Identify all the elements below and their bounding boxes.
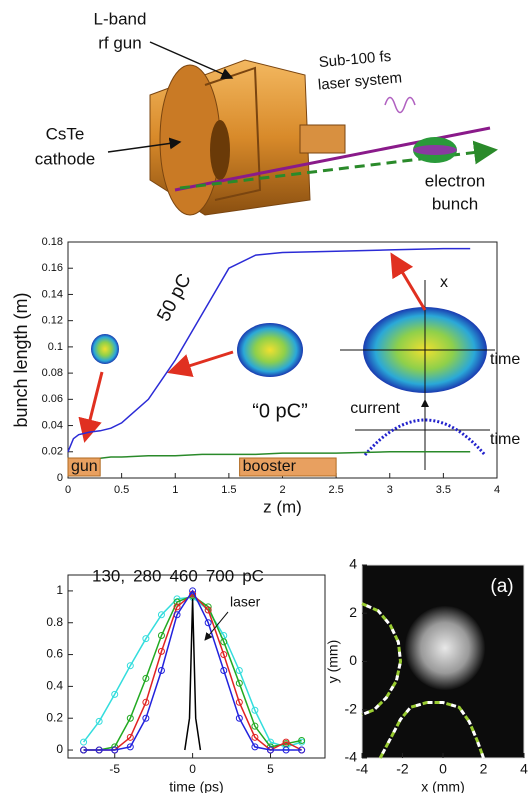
figure: L-band rf gun Sub-100 fs laser system Cs… [0, 0, 530, 793]
laser-label: laser system [317, 69, 402, 93]
bunch-label: electron [425, 171, 485, 190]
legend-entry: 280 [133, 566, 161, 585]
y-tick-label: 0.04 [42, 419, 63, 431]
y-tick-label: 0.8 [46, 615, 63, 629]
annotation: current [350, 400, 400, 417]
y-tick-label: 0.4 [46, 679, 63, 693]
x-tick-label: 0 [189, 762, 196, 776]
annotation: laser [230, 594, 261, 610]
y-tick-label: 0 [56, 742, 63, 756]
x-tick-label: 0 [65, 484, 71, 496]
y-tick-label: 0.16 [42, 262, 63, 274]
y-axis-label: y (mm) [325, 640, 341, 684]
legend-entry: 460 [169, 566, 197, 585]
y-tick-label: 0.6 [46, 647, 63, 661]
bunch-insets [85, 255, 495, 470]
x-tick-label: 1 [172, 484, 178, 496]
gun-label: rf gun [98, 33, 141, 52]
cathode-label: CsTe [46, 124, 85, 143]
y-tick-label: 0.02 [42, 446, 63, 458]
y-tick-label: -2 [345, 700, 358, 716]
series-line [185, 599, 201, 750]
x-axis-label: z (m) [263, 497, 302, 516]
region-label: gun [71, 458, 98, 475]
plot-frame [68, 575, 325, 758]
x-tick-label: 3.5 [436, 484, 451, 496]
y-axis-label: bunch length (m) [11, 292, 31, 427]
cathode-label: cathode [35, 149, 96, 168]
x-tick-label: 5 [267, 762, 274, 776]
series-label: “0 pC” [252, 400, 308, 422]
beam-spot [405, 606, 485, 690]
x-axis-label: time (ps) [169, 779, 223, 793]
x-tick-label: 2.5 [328, 484, 343, 496]
y-tick-label: -4 [345, 749, 358, 765]
legend-entry: 130, [92, 566, 125, 585]
y-tick-label: 0.1 [48, 341, 63, 353]
x-tick-label: 2 [480, 761, 488, 777]
y-tick-label: 0 [57, 472, 63, 484]
x-tick-label: 4 [520, 761, 528, 777]
x-tick-label: 0 [439, 761, 447, 777]
region-label: booster [243, 458, 297, 475]
annotation: (a) [490, 576, 513, 597]
x-tick-label: -5 [109, 762, 120, 776]
y-tick-label: 0.08 [42, 367, 63, 379]
y-tick-label: 1 [56, 583, 63, 597]
bunch-label: bunch [432, 194, 478, 213]
y-tick-label: 2 [349, 604, 357, 620]
y-tick-label: 0.12 [42, 315, 63, 327]
gun-label: L-band [94, 9, 147, 28]
x-tick-label: 1.5 [221, 484, 236, 496]
y-tick-label: 0.06 [42, 393, 63, 405]
annotation: time [490, 351, 520, 368]
page: L-band rf gun Sub-100 fs laser system Cs… [0, 0, 530, 798]
x-tick-label: 2 [279, 484, 285, 496]
x-tick-label: 0.5 [114, 484, 129, 496]
y-tick-label: 0.14 [42, 288, 63, 300]
y-tick-label: 0.18 [42, 236, 63, 248]
y-tick-label: 4 [349, 556, 357, 572]
x-tick-label: 3 [387, 484, 393, 496]
title-suffix: pC [242, 566, 264, 585]
annotation: time [490, 431, 520, 448]
annotation: x [440, 274, 448, 291]
series-label: 50 pC [153, 270, 195, 325]
x-tick-label: -4 [356, 761, 369, 777]
legend-entry: 700 [206, 566, 234, 585]
x-axis-label: x (mm) [421, 779, 465, 793]
marker [81, 739, 87, 745]
y-tick-label: 0.2 [46, 710, 63, 724]
y-tick-label: 0 [349, 652, 357, 668]
laser-label: Sub-100 fs [318, 48, 392, 71]
x-tick-label: 4 [494, 484, 500, 496]
x-tick-label: -2 [396, 761, 409, 777]
